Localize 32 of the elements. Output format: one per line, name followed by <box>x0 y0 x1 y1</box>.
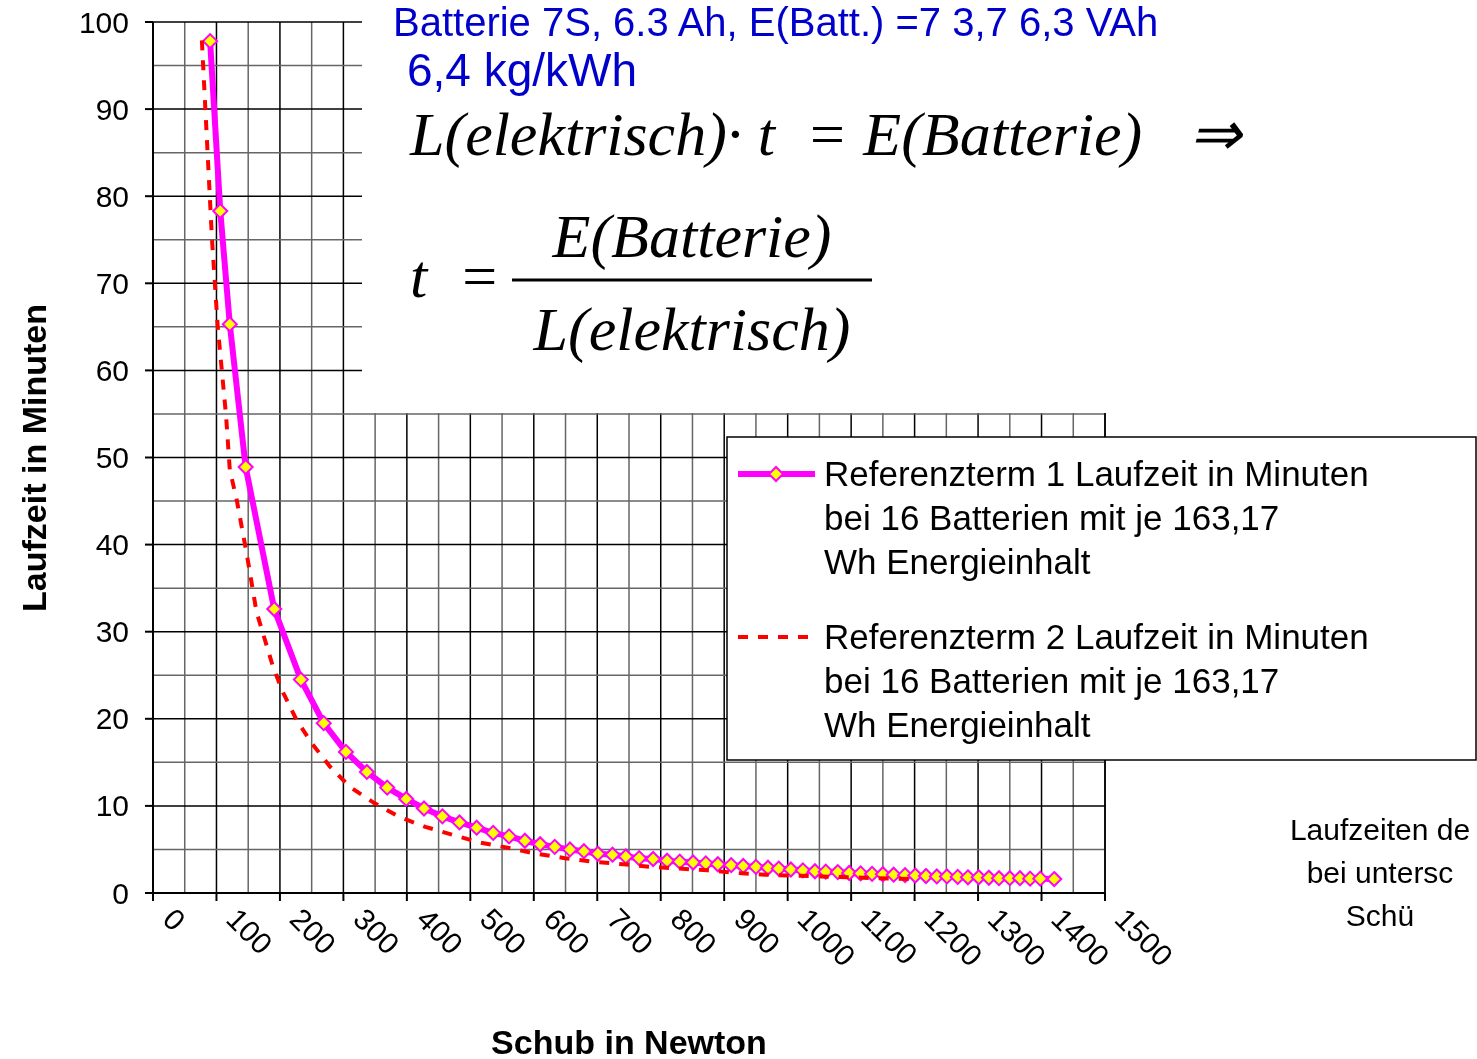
y-tick-label: 70 <box>95 266 129 300</box>
legend-label: Referenzterm 2 Laufzeit in Minuten bei 16 Batterien mit je 163,17 Wh Energieinhalt <box>824 617 1369 745</box>
x-tick-label: 900 <box>727 901 787 961</box>
y-tick-label: 30 <box>95 615 129 649</box>
x-axis-title: Schub in Newton <box>491 1023 767 1059</box>
x-tick-label: 600 <box>537 901 597 961</box>
y-tick-label: 80 <box>95 179 129 213</box>
y-tick-label: 90 <box>95 92 129 126</box>
x-tick-label: 800 <box>664 901 724 961</box>
x-tick-label: 0 <box>156 901 192 938</box>
x-tick-label: 400 <box>410 901 470 961</box>
y-tick-label: 10 <box>95 789 129 823</box>
x-tick-label: 700 <box>601 901 660 961</box>
x-tick-label: 200 <box>283 901 343 961</box>
x-tick-label: 500 <box>474 901 533 961</box>
chart-title: Batterie 7S, 6.3 Ah, E(Batt.) =7 3,7 6,3 VAh <box>393 0 1159 44</box>
annotation: E(Batterie) <box>551 202 832 271</box>
text: 6,4 kg/kWh <box>407 44 638 96</box>
text: Laufzeiten de bei untersc Schü <box>1289 813 1471 932</box>
y-axis-title: Laufzeit in Minuten <box>15 304 53 612</box>
y-tick-label: 20 <box>95 702 129 736</box>
y-tick-label: 50 <box>95 441 129 474</box>
annotation: L(elektrisch)· t = E(Batterie) ⇒ <box>409 100 1244 169</box>
annotation: L(elektrisch) <box>532 295 851 364</box>
y-tick-label: 100 <box>78 5 129 39</box>
legend-label: Referenzterm 1 Laufzeit in Minuten bei 16 Batterien mit je 163,17 Wh Energieinhalt <box>824 454 1369 582</box>
annotation: t = <box>410 242 501 310</box>
x-tick-label: 100 <box>220 901 279 961</box>
y-tick-label: 40 <box>95 528 129 562</box>
y-tick-label: 0 <box>112 876 129 910</box>
x-tick-label: 300 <box>347 901 406 961</box>
y-tick-label: 60 <box>95 353 129 387</box>
